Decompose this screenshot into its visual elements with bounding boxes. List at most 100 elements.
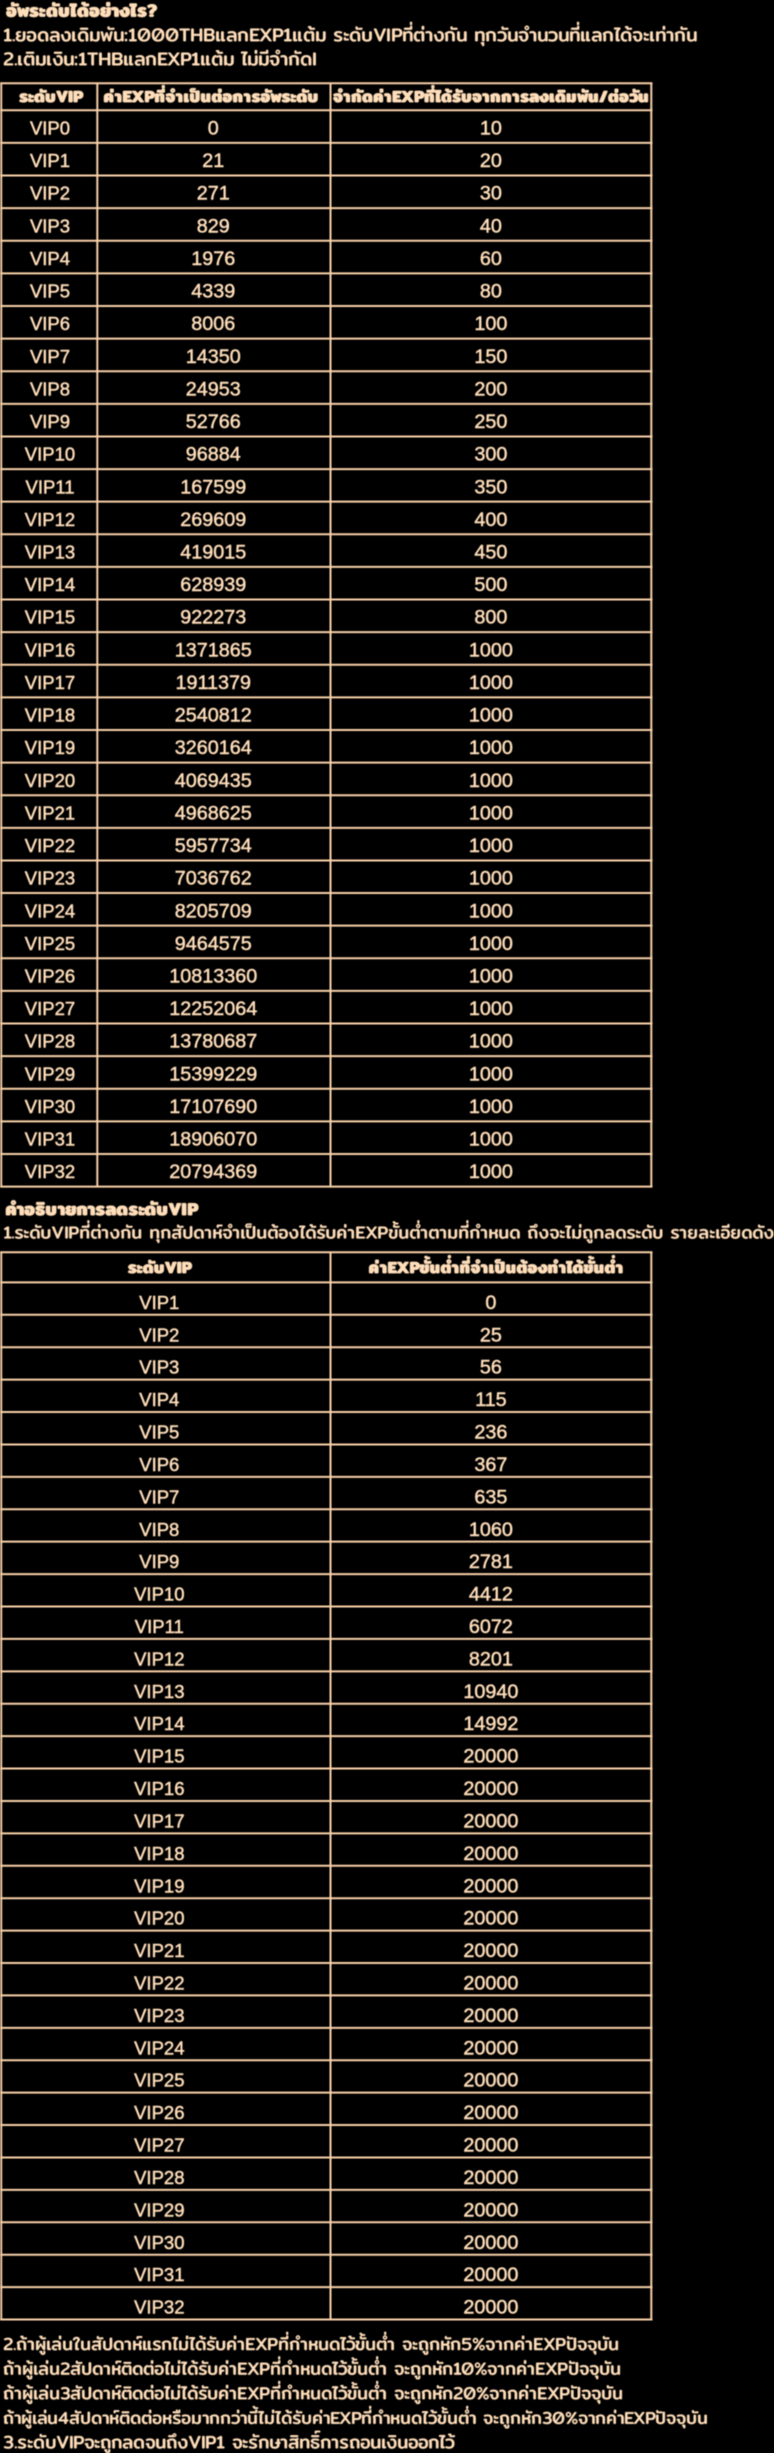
svg-text:VIP22: VIP22 <box>25 835 75 856</box>
svg-text:VIP10: VIP10 <box>25 444 75 465</box>
svg-text:VIP14: VIP14 <box>25 574 75 595</box>
svg-text:VIP4: VIP4 <box>139 1389 179 1410</box>
svg-text:VIP17: VIP17 <box>134 1810 184 1831</box>
svg-text:VIP5: VIP5 <box>30 281 70 302</box>
svg-text:1000: 1000 <box>469 900 513 922</box>
svg-text:628939: 628939 <box>180 574 246 596</box>
svg-text:VIP32: VIP32 <box>134 2297 184 2318</box>
svg-text:12252064: 12252064 <box>169 998 257 1020</box>
svg-text:VIP16: VIP16 <box>25 639 75 660</box>
svg-text:1000: 1000 <box>469 933 513 955</box>
svg-text:VIP18: VIP18 <box>134 1843 184 1864</box>
svg-text:VIP9: VIP9 <box>30 411 70 432</box>
svg-text:1000: 1000 <box>469 966 513 988</box>
svg-text:VIP6: VIP6 <box>30 313 70 334</box>
svg-text:24953: 24953 <box>186 378 241 400</box>
svg-text:20000: 20000 <box>463 2005 518 2027</box>
svg-text:60: 60 <box>480 248 502 270</box>
svg-text:1000: 1000 <box>469 802 513 824</box>
svg-text:1000: 1000 <box>469 868 513 890</box>
svg-text:VIP1: VIP1 <box>30 150 70 171</box>
svg-text:15399229: 15399229 <box>169 1063 257 1085</box>
svg-text:VIP13: VIP13 <box>134 1681 184 1702</box>
svg-text:VIP17: VIP17 <box>25 672 75 693</box>
svg-text:20794369: 20794369 <box>169 1161 257 1183</box>
svg-text:4968625: 4968625 <box>175 802 252 824</box>
svg-text:20: 20 <box>480 150 502 172</box>
svg-text:300: 300 <box>474 444 507 466</box>
svg-text:VIP23: VIP23 <box>134 2005 184 2026</box>
svg-text:VIP16: VIP16 <box>134 1778 184 1799</box>
svg-text:VIP12: VIP12 <box>134 1648 184 1669</box>
svg-text:VIP20: VIP20 <box>25 770 75 791</box>
svg-text:9464575: 9464575 <box>175 933 252 955</box>
svg-text:VIP6: VIP6 <box>139 1454 179 1475</box>
svg-text:20000: 20000 <box>463 1875 518 1897</box>
svg-text:1000: 1000 <box>469 672 513 694</box>
svg-text:167599: 167599 <box>180 476 246 498</box>
svg-text:8205709: 8205709 <box>175 900 252 922</box>
svg-text:13780687: 13780687 <box>169 1031 257 1053</box>
svg-text:829: 829 <box>197 215 230 237</box>
svg-text:236: 236 <box>474 1422 507 1444</box>
svg-text:450: 450 <box>474 542 507 564</box>
svg-text:VIP5: VIP5 <box>139 1422 179 1443</box>
svg-text:20000: 20000 <box>463 1778 518 1800</box>
svg-text:VIP29: VIP29 <box>25 1063 75 1084</box>
svg-text:VIP30: VIP30 <box>134 2232 184 2253</box>
svg-text:VIP7: VIP7 <box>30 346 70 367</box>
svg-text:VIP1: VIP1 <box>139 1292 179 1313</box>
svg-text:VIP11: VIP11 <box>25 476 74 497</box>
svg-text:800: 800 <box>474 607 507 629</box>
svg-text:922273: 922273 <box>180 607 246 629</box>
svg-text:1976: 1976 <box>191 248 235 270</box>
svg-text:100: 100 <box>474 313 507 335</box>
svg-text:0: 0 <box>208 118 219 140</box>
svg-text:1000: 1000 <box>469 1063 513 1085</box>
svg-text:VIP26: VIP26 <box>134 2102 184 2123</box>
svg-text:56: 56 <box>480 1357 502 1379</box>
svg-text:96884: 96884 <box>186 444 241 466</box>
svg-text:14992: 14992 <box>463 1713 518 1735</box>
svg-text:VIP21: VIP21 <box>25 802 75 823</box>
svg-text:1000: 1000 <box>469 737 513 759</box>
svg-text:20000: 20000 <box>463 2037 518 2059</box>
svg-text:20000: 20000 <box>463 1810 518 1832</box>
svg-text:115: 115 <box>475 1389 507 1411</box>
svg-text:4339: 4339 <box>191 281 235 303</box>
svg-text:20000: 20000 <box>463 2232 518 2254</box>
svg-text:VIP2: VIP2 <box>139 1324 179 1345</box>
svg-text:20000: 20000 <box>463 1973 518 1995</box>
svg-text:VIP28: VIP28 <box>134 2167 184 2188</box>
svg-text:350: 350 <box>474 476 507 498</box>
svg-text:18906070: 18906070 <box>169 1129 257 1151</box>
svg-text:3260164: 3260164 <box>175 737 252 759</box>
svg-text:1000: 1000 <box>469 705 513 727</box>
svg-text:200: 200 <box>474 378 507 400</box>
svg-text:7036762: 7036762 <box>175 868 252 890</box>
svg-text:VIP19: VIP19 <box>134 1875 184 1896</box>
svg-text:20000: 20000 <box>463 2297 518 2319</box>
svg-text:2781: 2781 <box>469 1551 513 1573</box>
svg-text:VIP19: VIP19 <box>25 737 75 758</box>
svg-text:1911379: 1911379 <box>176 672 252 694</box>
svg-text:1000: 1000 <box>469 998 513 1020</box>
svg-text:VIP2: VIP2 <box>30 183 70 204</box>
svg-text:52766: 52766 <box>186 411 241 433</box>
svg-text:VIP12: VIP12 <box>25 509 75 530</box>
svg-text:6072: 6072 <box>469 1616 513 1638</box>
svg-text:VIP15: VIP15 <box>134 1746 184 1767</box>
svg-text:419015: 419015 <box>180 542 246 564</box>
svg-text:40: 40 <box>480 215 502 237</box>
svg-text:VIP9: VIP9 <box>139 1551 179 1572</box>
svg-text:20000: 20000 <box>463 2135 518 2157</box>
svg-text:VIP10: VIP10 <box>134 1584 184 1605</box>
svg-text:VIP28: VIP28 <box>25 1031 75 1052</box>
svg-text:VIP24: VIP24 <box>25 900 75 921</box>
svg-text:VIP3: VIP3 <box>30 215 70 236</box>
svg-text:80: 80 <box>480 281 502 303</box>
svg-text:VIP32: VIP32 <box>25 1161 75 1182</box>
svg-text:20000: 20000 <box>463 1746 518 1768</box>
svg-text:1371865: 1371865 <box>175 639 252 661</box>
svg-text:0: 0 <box>485 1292 496 1314</box>
